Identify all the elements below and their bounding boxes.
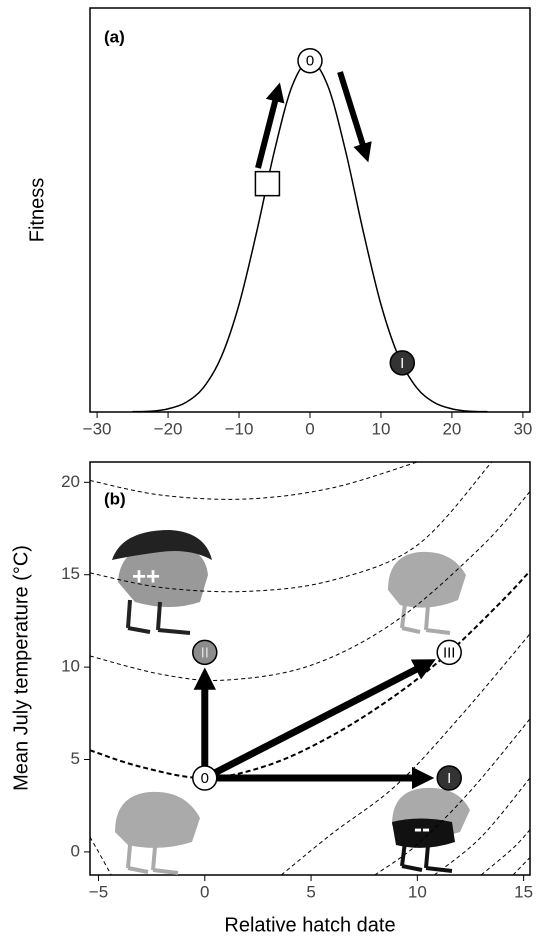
x-tick-label: −10 — [225, 419, 254, 438]
contour — [90, 491, 530, 681]
point — [297, 47, 323, 74]
bird-icon — [115, 791, 200, 875]
x-tick-label: 0 — [200, 882, 209, 901]
bird-icon: ++ — [112, 530, 212, 635]
x-tick-label: −5 — [89, 882, 108, 901]
bird-mark: -- — [414, 815, 430, 842]
contour — [90, 462, 418, 500]
y-axis-label: Mean July temperature (°C) — [10, 545, 32, 791]
x-tick-label: 10 — [372, 419, 391, 438]
y-tick-label: 5 — [71, 749, 80, 768]
point — [192, 639, 218, 666]
y-axis-label: Fitness — [26, 178, 48, 242]
x-tick-label: 0 — [305, 419, 314, 438]
selection-arrow — [337, 71, 372, 163]
contour — [512, 857, 530, 875]
point-label: 0 — [201, 770, 209, 787]
point-label: III — [443, 644, 456, 661]
point — [436, 639, 462, 666]
point-label: 0 — [306, 53, 314, 70]
x-tick-label: 15 — [514, 882, 533, 901]
x-tick-label: −30 — [83, 419, 112, 438]
y-tick-label: 20 — [61, 472, 80, 491]
x-axis-label: Relative hatch date — [224, 914, 395, 936]
bird-mark: ++ — [132, 563, 160, 590]
contour — [374, 718, 530, 875]
bird-icon — [388, 551, 466, 635]
y-tick-label: 15 — [61, 564, 80, 583]
point — [436, 765, 462, 791]
contour — [280, 633, 530, 875]
contour — [434, 777, 530, 875]
x-tick-label: −20 — [154, 419, 183, 438]
point — [192, 765, 218, 791]
contour — [480, 829, 530, 875]
y-tick-label: 0 — [71, 841, 80, 860]
y-tick-label: 10 — [61, 657, 80, 676]
bird-icon: -- — [392, 787, 470, 873]
curve — [132, 59, 488, 413]
point — [389, 350, 416, 376]
point-label: I — [447, 770, 451, 787]
x-tick-label: 20 — [442, 419, 461, 438]
x-tick-label: 10 — [408, 882, 427, 901]
panel-label: (a) — [104, 27, 125, 46]
selection-arrow — [255, 82, 285, 169]
panel-label: (b) — [104, 489, 126, 508]
point — [254, 170, 281, 197]
x-tick-label: 5 — [306, 882, 315, 901]
point-label: I — [400, 355, 404, 372]
point-label: II — [201, 644, 209, 661]
panel-b-frame — [89, 461, 531, 876]
contour — [90, 462, 493, 593]
x-tick-label: 30 — [513, 419, 532, 438]
arrow — [203, 659, 436, 782]
contours — [90, 462, 530, 875]
contour — [90, 836, 112, 875]
